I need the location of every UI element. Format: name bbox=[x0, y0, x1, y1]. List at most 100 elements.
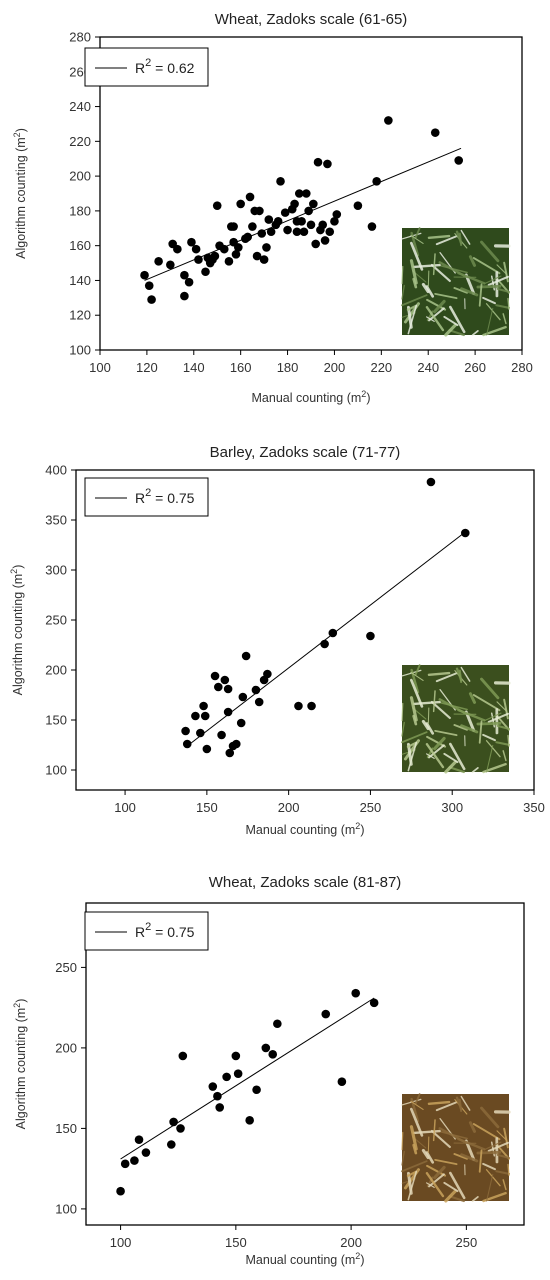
y-tick-label: 120 bbox=[69, 308, 91, 323]
data-point bbox=[351, 988, 361, 998]
data-point bbox=[180, 291, 189, 301]
data-point bbox=[255, 206, 264, 216]
data-point bbox=[243, 232, 252, 242]
data-point bbox=[367, 222, 377, 231]
y-tick-label: 100 bbox=[45, 763, 67, 778]
wheat-heads-photo-stroke bbox=[486, 307, 494, 336]
data-point bbox=[353, 201, 363, 210]
data-point bbox=[191, 244, 201, 254]
barley-heads-photo-stroke bbox=[485, 740, 501, 758]
y-tick-label: 300 bbox=[45, 563, 67, 578]
data-point bbox=[302, 189, 311, 198]
barley-heads-photo-stroke bbox=[472, 694, 501, 712]
barley-heads-photo-stroke bbox=[409, 678, 424, 708]
data-point bbox=[321, 1009, 331, 1019]
y-tick-label: 100 bbox=[69, 343, 91, 358]
barley-heads-photo-stroke bbox=[414, 664, 421, 676]
ripe-wheat-heads-photo-stroke bbox=[409, 1107, 424, 1137]
y-tick-label: 150 bbox=[45, 713, 67, 728]
wheat-heads-photo-stroke bbox=[495, 304, 511, 309]
barley-heads-photo-stroke bbox=[468, 692, 477, 704]
data-point bbox=[225, 748, 235, 758]
ripe-wheat-heads-photo-stroke bbox=[430, 1129, 451, 1149]
barley-heads-photo-stroke bbox=[434, 729, 458, 737]
wheat-heads-photo-stroke bbox=[480, 240, 500, 263]
data-point bbox=[134, 1135, 144, 1144]
data-point bbox=[307, 701, 316, 711]
barley-heads-photo-stroke bbox=[487, 712, 510, 724]
ripe-wheat-heads-photo-stroke bbox=[438, 1127, 466, 1144]
wheat-heads-photo-stroke bbox=[401, 284, 405, 300]
wheat-heads-photo-stroke bbox=[485, 303, 501, 321]
data-point bbox=[311, 239, 320, 249]
data-point bbox=[173, 244, 182, 254]
data-point bbox=[116, 1186, 125, 1196]
wheat-heads-photo-stroke bbox=[401, 294, 428, 307]
x-tick-label: 300 bbox=[441, 800, 463, 815]
ripe-wheat-heads-photo-stroke bbox=[460, 1095, 471, 1111]
data-point bbox=[233, 1069, 243, 1078]
wheat-heads-photo-stroke bbox=[432, 253, 436, 276]
wheat-heads-photo-stroke bbox=[401, 265, 404, 285]
data-point bbox=[328, 628, 338, 638]
data-point bbox=[337, 1077, 347, 1087]
x-tick-label: 250 bbox=[456, 1235, 478, 1250]
wheat-heads-photo-stroke bbox=[412, 263, 441, 269]
barley-heads-photo-stroke bbox=[482, 733, 496, 742]
legend: R2 = 0.75 bbox=[84, 911, 209, 951]
data-point bbox=[273, 1019, 282, 1029]
data-point bbox=[251, 685, 261, 695]
y-tick-label: 220 bbox=[69, 134, 91, 149]
data-point bbox=[332, 210, 342, 219]
y-tick-label: 400 bbox=[45, 463, 67, 478]
ripe-wheat-heads-photo-stroke bbox=[468, 1121, 477, 1133]
x-tick-label: 350 bbox=[523, 800, 545, 815]
ripe-wheat-heads-photo-stroke bbox=[471, 1196, 479, 1202]
legend-label: R2 = 0.75 bbox=[135, 487, 195, 506]
data-point bbox=[231, 1051, 241, 1061]
wheat-heads-photo-stroke bbox=[430, 263, 451, 283]
barley-heads-photo-stroke bbox=[453, 724, 468, 731]
ripe-wheat-heads-photo-stroke bbox=[425, 1151, 435, 1164]
data-point bbox=[180, 270, 189, 280]
ripe-wheat-heads-photo-stroke bbox=[401, 1150, 405, 1166]
wheat-heads-photo-stroke bbox=[409, 241, 424, 271]
plot-frame bbox=[75, 469, 535, 791]
barley-heads-photo-stroke bbox=[401, 731, 428, 744]
barley-heads-photo-stroke bbox=[495, 741, 511, 746]
ripe-wheat-heads-photo-stroke bbox=[495, 1170, 511, 1175]
data-point bbox=[292, 227, 302, 237]
data-point bbox=[232, 739, 241, 749]
data-point bbox=[313, 157, 323, 167]
data-point bbox=[263, 669, 272, 679]
x-tick-label: 100 bbox=[89, 360, 111, 375]
data-point bbox=[187, 237, 196, 247]
barley-heads-photo-stroke bbox=[425, 743, 445, 769]
data-point bbox=[294, 701, 303, 711]
x-tick-label: 240 bbox=[417, 360, 439, 375]
data-point bbox=[266, 227, 276, 237]
ripe-wheat-heads-photo-stroke bbox=[464, 1139, 476, 1161]
wheat-heads-photo-stroke bbox=[458, 232, 463, 247]
wheat-heads-photo-stroke bbox=[444, 323, 457, 337]
barley-heads-photo-stroke bbox=[426, 735, 447, 748]
data-point bbox=[236, 718, 246, 728]
data-point bbox=[454, 156, 464, 165]
data-point bbox=[200, 711, 210, 721]
wheat-heads-photo-stroke bbox=[425, 285, 435, 298]
data-point bbox=[330, 217, 339, 226]
data-point bbox=[276, 177, 285, 186]
data-point bbox=[294, 189, 304, 198]
barley-heads-photo-stroke bbox=[480, 677, 500, 700]
y-axis-title: Algorithm counting (m2) bbox=[9, 565, 25, 696]
x-tick-label: 100 bbox=[110, 1235, 132, 1250]
wheat-heads-photo-stroke bbox=[482, 296, 496, 305]
ripe-wheat-heads-photo-stroke bbox=[496, 1153, 510, 1159]
x-tick-label: 100 bbox=[114, 800, 136, 815]
data-point bbox=[252, 251, 262, 261]
ripe-wheat-heads-photo-stroke bbox=[485, 1169, 501, 1187]
data-point bbox=[120, 1159, 130, 1169]
wheat-heads-photo-stroke bbox=[426, 298, 447, 311]
barley-heads-photo-stroke bbox=[427, 671, 451, 677]
data-point bbox=[184, 277, 194, 287]
